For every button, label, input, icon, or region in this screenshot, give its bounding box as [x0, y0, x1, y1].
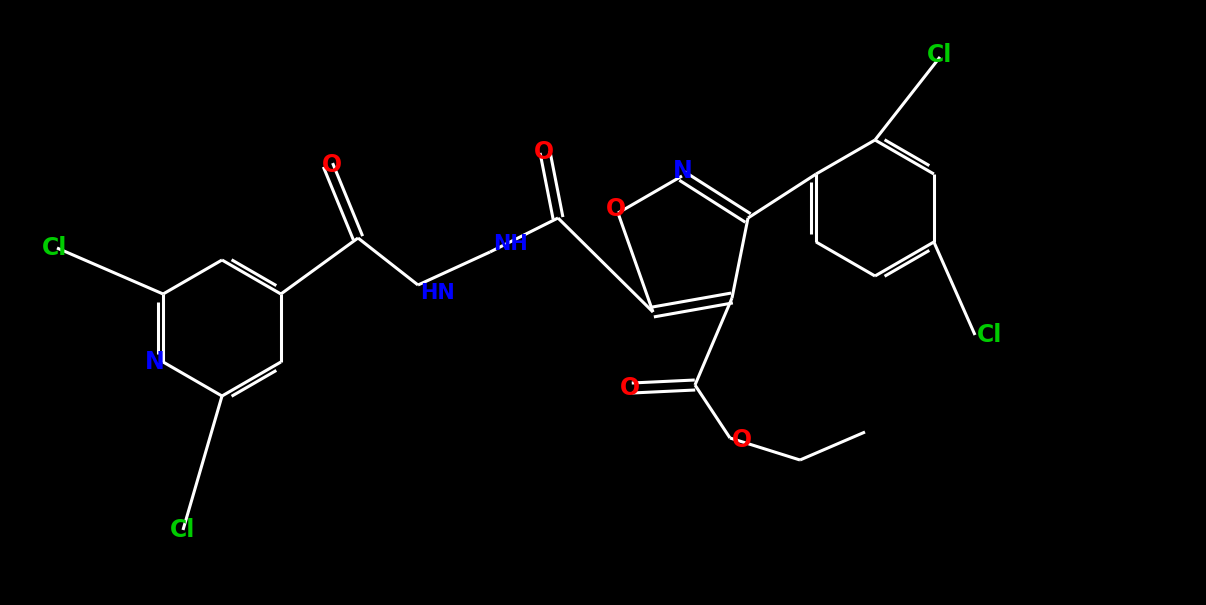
Text: Cl: Cl [42, 236, 68, 260]
Text: HN: HN [420, 283, 455, 303]
Text: NH: NH [493, 234, 528, 254]
Text: O: O [620, 376, 640, 400]
Text: O: O [605, 197, 626, 221]
Text: Cl: Cl [927, 43, 953, 67]
Text: N: N [145, 350, 165, 374]
Text: Cl: Cl [977, 323, 1002, 347]
Text: Cl: Cl [170, 518, 195, 542]
Text: O: O [534, 140, 554, 164]
Text: O: O [732, 428, 753, 452]
Text: N: N [673, 159, 693, 183]
Text: O: O [322, 153, 343, 177]
